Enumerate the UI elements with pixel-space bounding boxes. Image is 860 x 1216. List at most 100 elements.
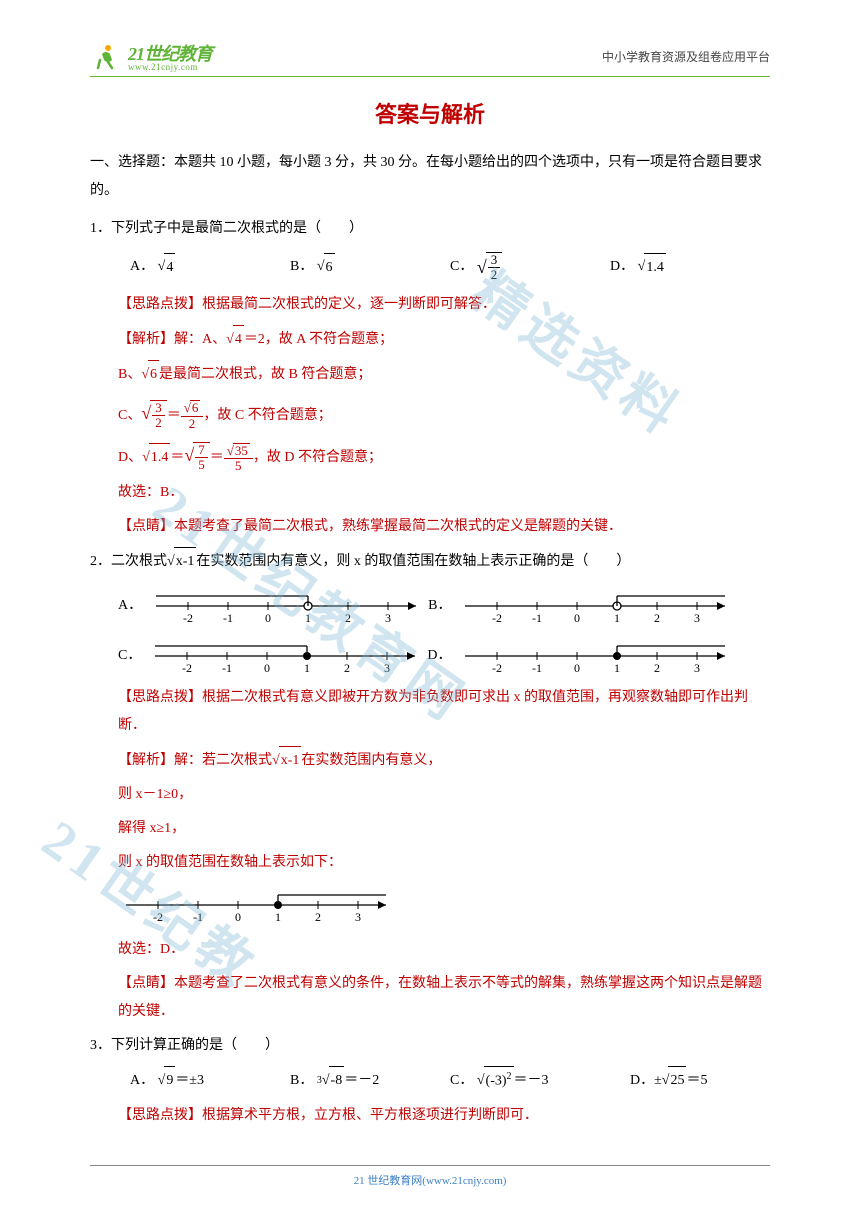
q1-opt-b: B． √6 <box>290 249 450 285</box>
text: D、 <box>118 450 142 465</box>
page-footer: 21 世纪教育网(www.21cnjy.com) <box>0 1165 860 1188</box>
sqrt-val: x-1 <box>279 746 302 775</box>
logo: 21世纪教育 www.21cnjy.com <box>90 40 212 72</box>
svg-text:-1: -1 <box>223 611 233 625</box>
q2-hint: 【思路点拨】根据二次根式有意义即被开方数为非负数即可求出 x 的取值范围，再观察… <box>90 684 770 740</box>
hint-label: 【思路点拨】 <box>118 690 202 705</box>
q2-options-row2: C． -2 -1 0 1 2 3 <box>90 634 770 676</box>
opt-label: D． <box>610 253 634 281</box>
svg-text:0: 0 <box>264 661 270 675</box>
logo-text-wrap: 21世纪教育 www.21cnjy.com <box>128 40 212 72</box>
svg-text:0: 0 <box>574 611 580 625</box>
q3-stem: 3．下列计算正确的是（ ） <box>90 1032 770 1060</box>
svg-text:0: 0 <box>265 611 271 625</box>
opt-label: D．± <box>630 1067 662 1095</box>
svg-text:3: 3 <box>694 661 700 675</box>
opt-label: C． <box>450 253 473 281</box>
svg-text:-1: -1 <box>532 661 542 675</box>
svg-text:2: 2 <box>654 661 660 675</box>
sqrt-val: 9 <box>164 1066 175 1095</box>
svg-text:-1: -1 <box>193 910 203 924</box>
svg-text:-1: -1 <box>532 611 542 625</box>
svg-text:-2: -2 <box>182 661 192 675</box>
footer-text: 21 世纪教育网(www.21cnjy.com) <box>354 1175 507 1187</box>
text: 是最简二次根式，故 B 符合题意； <box>159 367 371 382</box>
numberline-b: -2 -1 0 1 2 3 <box>457 584 737 626</box>
svg-text:2: 2 <box>344 661 350 675</box>
q1-sol-c: C、√32＝√62，故 C 不符合题意； <box>90 395 770 431</box>
text: 在实数范围内有意义， <box>301 753 441 768</box>
page-title: 答案与解析 <box>90 97 770 129</box>
q1-opt-a: A． √4 <box>130 249 290 285</box>
question-2: 2．二次根式√x-1在实数范围内有意义，则 x 的取值范围在数轴上表示正确的是（… <box>90 547 770 1026</box>
text: ＝±3 <box>175 1067 204 1095</box>
svg-text:3: 3 <box>384 661 390 675</box>
opt-label: A． <box>130 1067 154 1095</box>
svg-text:-2: -2 <box>183 611 193 625</box>
q3-opt-d: D．±√25＝5 <box>630 1066 770 1096</box>
q1-options: A． √4 B． √6 C． √32 D． √1.4 <box>90 249 770 285</box>
q2-sol: 【解析】解：若二次根式√x-1在实数范围内有意义， <box>90 746 770 775</box>
q3-hint: 【思路点拨】根据算术平方根，立方根、平方根逐项进行判断即可． <box>90 1102 770 1130</box>
text: ，故 C 不符合题意； <box>203 408 331 423</box>
header-right-text: 中小学教育资源及组卷应用平台 <box>602 48 770 65</box>
question-1: 1．下列式子中是最简二次根式的是（ ） A． √4 B． √6 C． √32 D… <box>90 215 770 541</box>
text: 解：A、 <box>174 332 226 347</box>
text: ＝－3 <box>514 1067 549 1095</box>
svg-text:0: 0 <box>574 661 580 675</box>
sqrt-val: -8 <box>329 1066 345 1095</box>
q1-hint: 【思路点拨】根据最简二次根式的定义，逐一判断即可解答． <box>90 291 770 319</box>
svg-text:3: 3 <box>355 910 361 924</box>
frac-num: 3 <box>488 253 501 268</box>
hint-text: 根据算术平方根，立方根、平方根逐项进行判断即可． <box>202 1108 538 1123</box>
q3-opt-c: C． √(-3)2＝－3 <box>450 1066 630 1096</box>
q3-opt-b: B． 3√-8＝－2 <box>290 1066 450 1096</box>
q1-opt-d: D． √1.4 <box>610 249 770 285</box>
svg-text:-2: -2 <box>492 611 502 625</box>
q2-line2: 解得 x≥1， <box>90 815 770 843</box>
svg-text:3: 3 <box>694 611 700 625</box>
q2-opt-a: A． -2 -1 0 1 2 3 <box>118 584 428 626</box>
text: C、 <box>118 408 141 423</box>
hint-text: 根据最简二次根式的定义，逐一判断即可解答． <box>202 297 496 312</box>
hint-label: 【思路点拨】 <box>118 1108 202 1123</box>
q1-stem: 1．下列式子中是最简二次根式的是（ ） <box>90 215 770 243</box>
q3-options: A． √9＝±3 B． 3√-8＝－2 C． √(-3)2＝－3 D．±√25＝… <box>90 1066 770 1096</box>
numberline-a: -2 -1 0 1 2 3 <box>148 584 428 626</box>
sqrt-val: 4 <box>164 253 175 282</box>
q2-line3: 则 x 的取值范围在数轴上表示如下： <box>90 849 770 877</box>
q1-opt-c: C． √32 <box>450 249 610 285</box>
text: 在实数范围内有意义，则 x 的取值范围在数轴上表示正确的是（ ） <box>196 554 630 569</box>
text: ＝5 <box>686 1067 707 1095</box>
section-intro: 一、选择题：本题共 10 小题，每小题 3 分，共 30 分。在每小题给出的四个… <box>90 149 770 205</box>
svg-text:1: 1 <box>614 661 620 675</box>
hint-text: 根据二次根式有意义即被开方数为非负数即可求出 x 的取值范围，再观察数轴即可作出… <box>118 690 748 733</box>
text: B、 <box>118 367 141 382</box>
sol-label: 【解析】 <box>118 332 174 347</box>
svg-text:2: 2 <box>315 910 321 924</box>
sqrt-val: 6 <box>324 253 335 282</box>
opt-label: B． <box>428 592 451 626</box>
svg-text:1: 1 <box>304 661 310 675</box>
numberline-d: -2 -1 0 1 2 3 <box>457 634 737 676</box>
tip-text: 本题考查了二次根式有意义的条件，在数轴上表示不等式的解集，熟练掌握这两个知识点是… <box>118 976 762 1019</box>
q2-answer: 故选：D． <box>90 936 770 964</box>
q2-stem: 2．二次根式√x-1在实数范围内有意义，则 x 的取值范围在数轴上表示正确的是（… <box>90 547 770 576</box>
page-header: 21世纪教育 www.21cnjy.com 中小学教育资源及组卷应用平台 <box>90 40 770 77</box>
opt-label: D． <box>427 642 451 676</box>
text: ＝2，故 A 不符合题意； <box>244 332 393 347</box>
svg-text:1: 1 <box>614 611 620 625</box>
q2-options-row1: A． -2 -1 0 1 2 3 <box>90 584 770 626</box>
q1-sol-b: B、√6是最简二次根式，故 B 符合题意； <box>90 360 770 389</box>
tip-label: 【点睛】 <box>118 519 174 534</box>
q2-opt-c: C． -2 -1 0 1 2 3 <box>118 634 427 676</box>
sqrt-val: 6 <box>148 360 159 389</box>
q1-sol-a: 【解析】解：A、√4＝2，故 A 不符合题意； <box>90 325 770 354</box>
opt-label: C． <box>118 642 141 676</box>
q2-line1: 则 x－1≥0， <box>90 781 770 809</box>
opt-label: C． <box>450 1067 473 1095</box>
svg-text:1: 1 <box>305 611 311 625</box>
svg-text:0: 0 <box>235 910 241 924</box>
page: 精选资料 21世纪教育网 21世纪教 21世纪教育 www.21cnjy.com… <box>0 0 860 1166</box>
text: ＝－2 <box>344 1067 379 1095</box>
